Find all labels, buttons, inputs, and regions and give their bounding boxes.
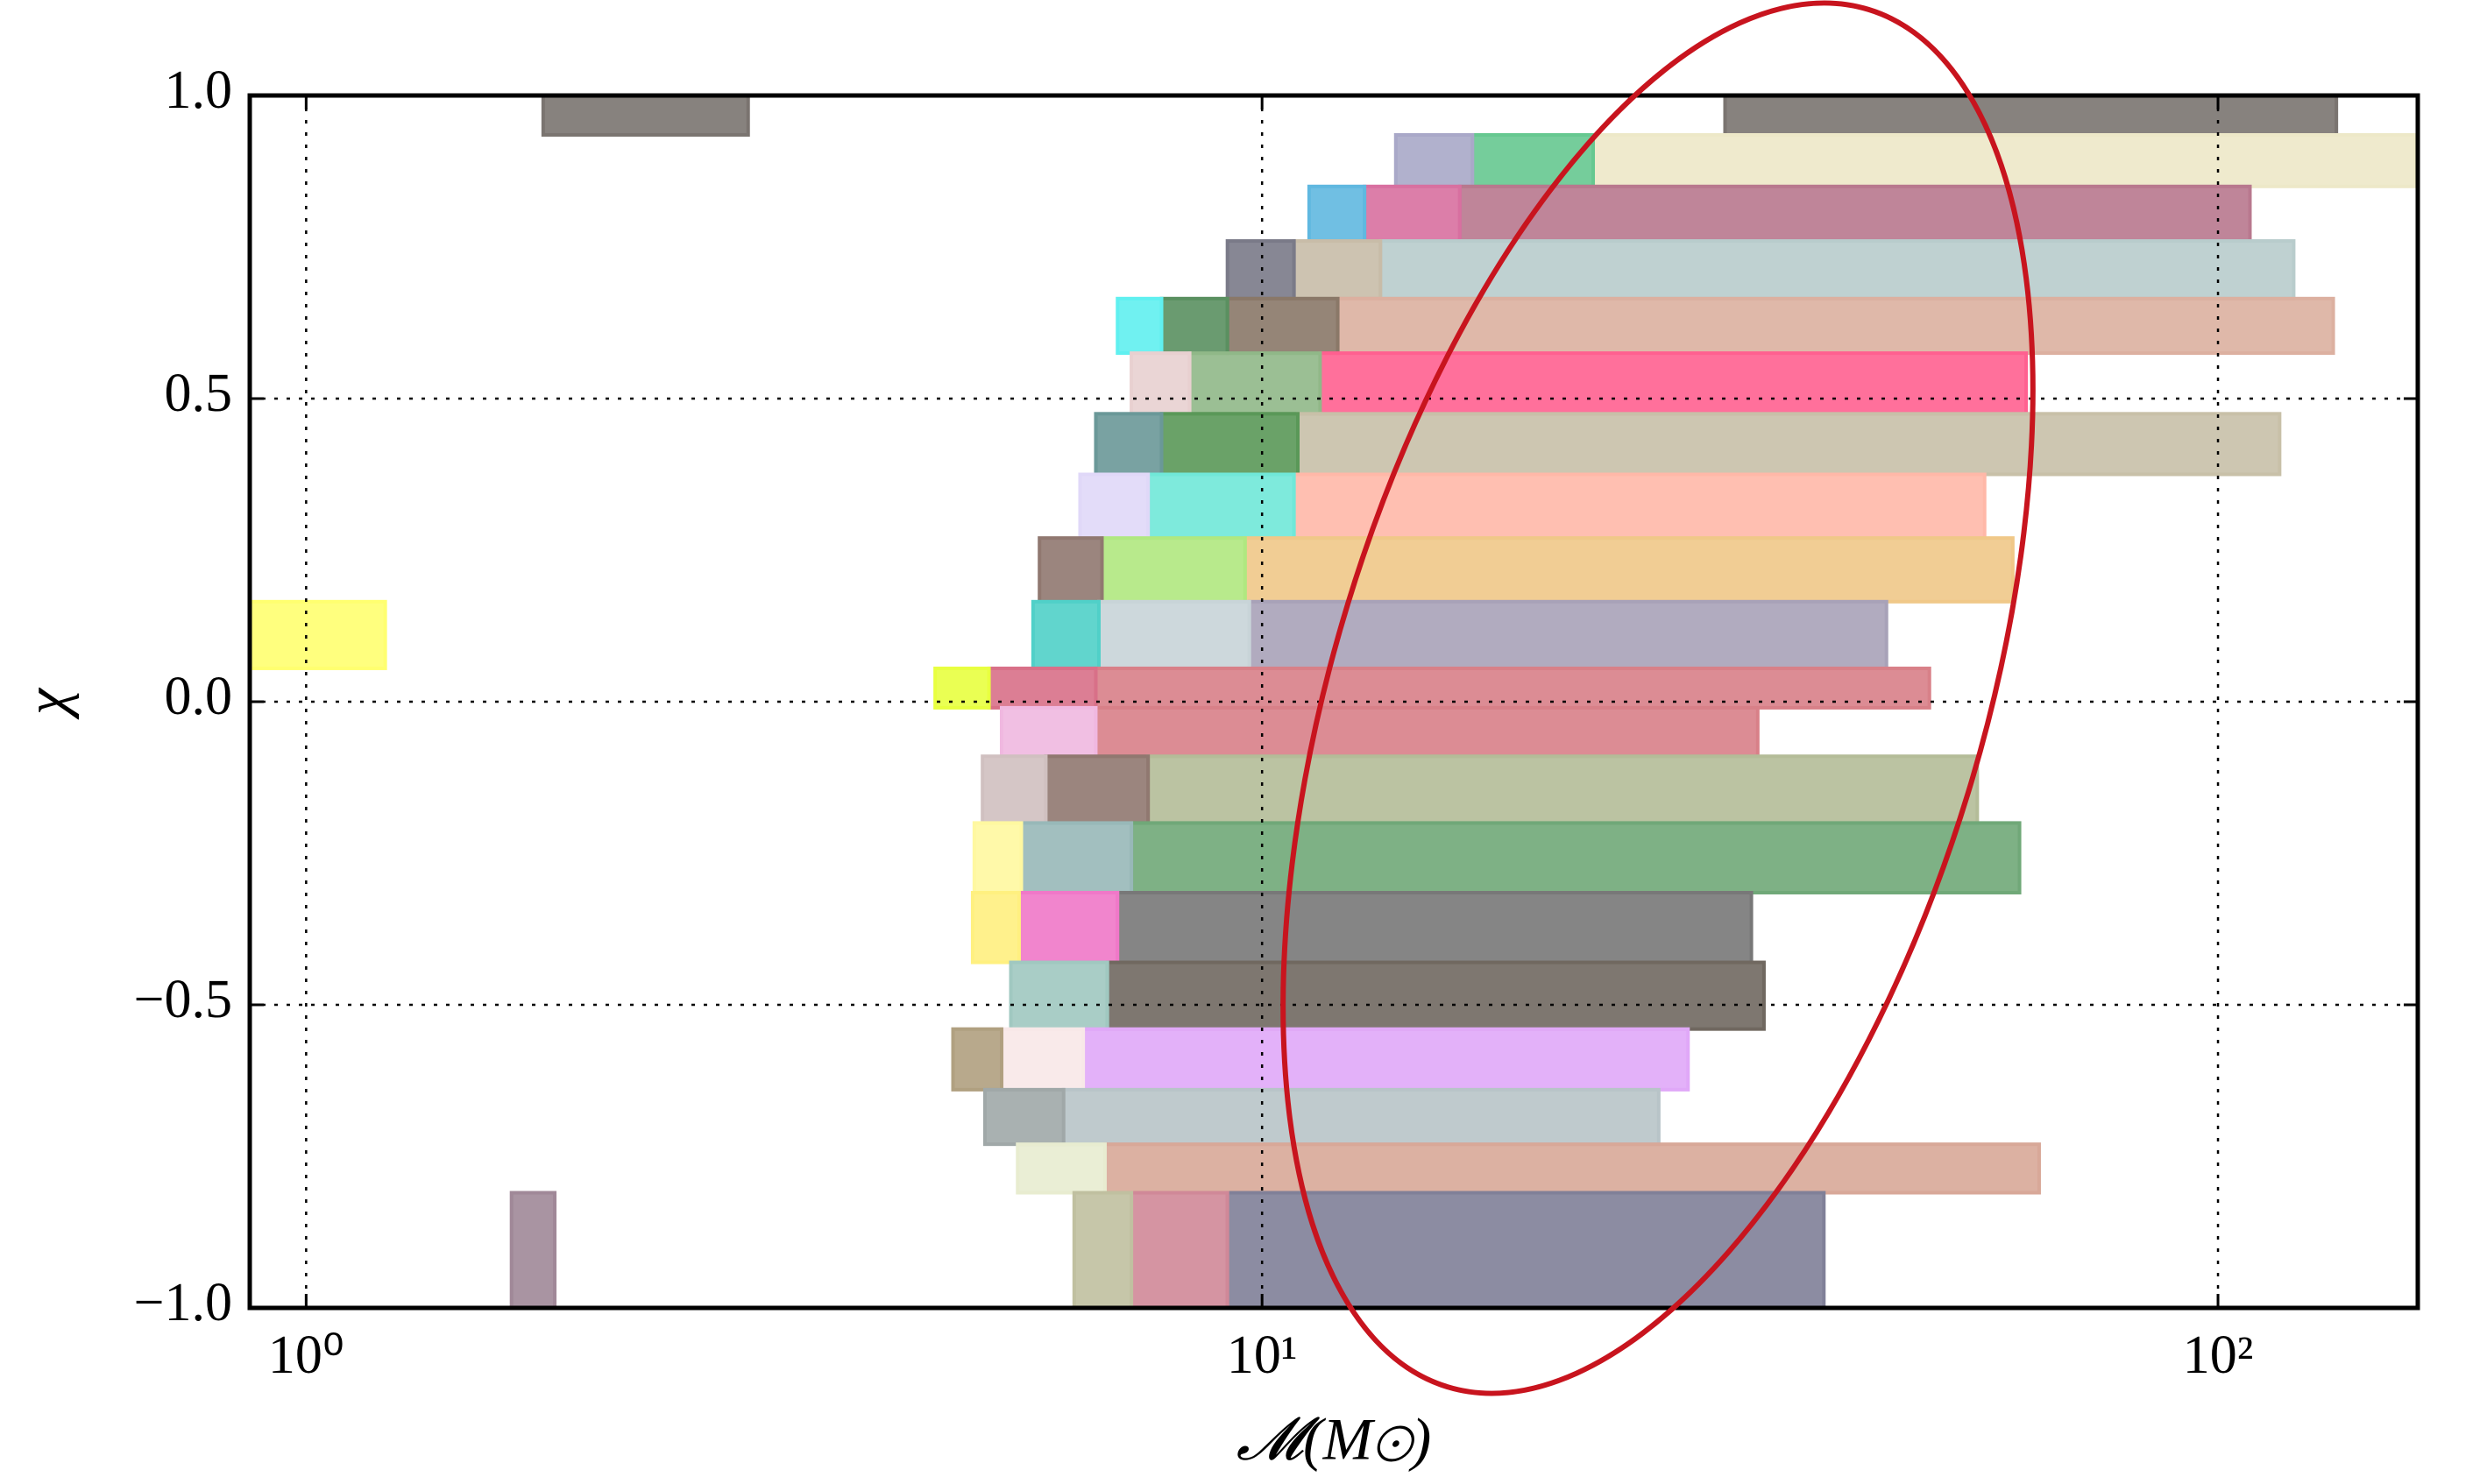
mass-spin-bin [1031,599,1101,670]
mass-spin-bin [1116,296,1164,356]
mass-spin-bin [541,94,750,137]
mass-spin-bin [1225,296,1340,356]
mass-spin-bin [981,754,1048,825]
x-tick-label: 10⁰ [268,1325,344,1385]
mass-spin-bin [1225,1191,1826,1311]
mass-spin-bin [1038,536,1104,604]
mass-spin-bin [1100,536,1247,604]
mass-spin-bin [1081,1027,1690,1092]
mass-spin-bin [248,599,387,670]
mass-spin-bin [1078,472,1151,541]
y-tick-label: 0.0 [165,667,233,726]
y-tick-label: 1.0 [165,60,233,120]
mass-spin-bin [1044,754,1151,825]
mass-spin-bin [1072,1191,1134,1311]
highlight-ellipse [1280,0,2036,1396]
mass-spin-bin [999,705,1098,759]
y-axis-label: χ [13,687,80,720]
x-tick-label: 10¹ [1227,1325,1298,1385]
mass-spin-bin [1723,94,2339,137]
mass-spin-bin [1094,705,1760,759]
mass-spin-bin [951,1027,1003,1092]
mass-spin-bin [972,821,1024,894]
mass-spin-bin [999,1027,1086,1092]
mass-spin-bin [1146,754,1980,825]
mass-spin-bin [987,666,1098,710]
mass-spin-bin [982,1087,1066,1147]
y-tick-label: 0.5 [165,364,233,423]
plot-frame [247,93,2420,1311]
rects-layer [248,94,2418,1311]
mass-spin-bin [1016,1142,1107,1195]
mass-spin-bin [1457,184,2252,244]
mass-spin-bin [1061,1087,1661,1147]
mass-spin-bin [1009,960,1109,1031]
mass-spin-bin [1130,821,2022,894]
x-axis-label: 𝓜(M⊙) [1236,1406,1431,1473]
mass-spin-bin [1296,412,2282,477]
x-tick-label: 10² [2183,1325,2254,1385]
mass-spin-bin [1393,132,1475,188]
mass-spin-bin [1146,472,1296,541]
mass-spin-bin [1187,351,1322,416]
mass-spin-bin [509,1191,557,1311]
mass-spin-bin [1094,412,1164,477]
mass-spin-bin [1019,821,1134,894]
mass-spin-bin [1336,296,2335,356]
mass-spin-bin [1102,1142,2041,1195]
mass-spin-bin [1225,239,1296,300]
mass-spin-bin [1378,239,2296,300]
mass-spin-bin [1105,960,1766,1031]
y-tick-label: −1.0 [134,1273,232,1332]
mass-spin-bin [1247,599,1888,670]
mass-spin-bin [1159,412,1300,477]
mass-spin-bin [1363,184,1462,244]
mass-spin-bin [1307,184,1367,244]
mass-spin-bin [1096,599,1251,670]
mass-spin-bin [1130,1191,1229,1311]
mass-spin-bin [1116,890,1754,965]
mass-spin-bin [1159,296,1229,356]
mass-spin-bin [1130,351,1192,416]
mass-spin-bin [1292,239,1383,300]
mass-spin-bin [1017,890,1120,965]
mass-spin-bin [970,890,1021,965]
mass-spin-bin [1292,472,1987,541]
y-tick-label: −0.5 [134,970,232,1029]
